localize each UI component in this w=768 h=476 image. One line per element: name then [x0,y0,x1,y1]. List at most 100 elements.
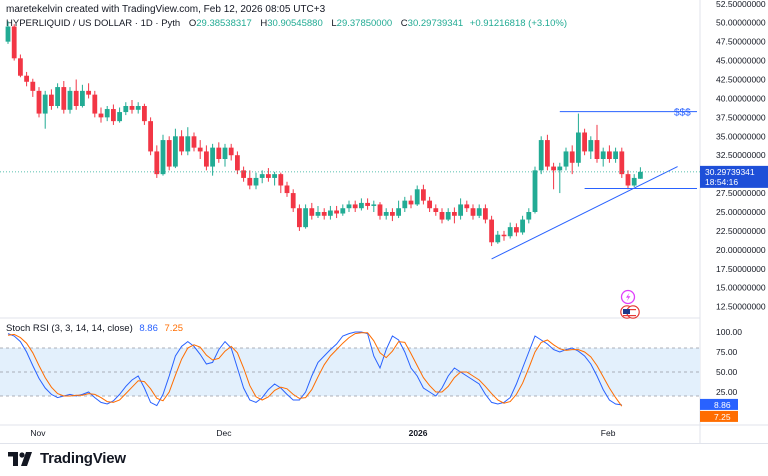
high-label: H [260,18,268,29]
candle-body [154,151,160,175]
tradingview-logo[interactable]: TradingView [8,450,126,467]
candles [5,21,643,247]
time-axis[interactable]: Nov Dec 2026 Feb [30,428,615,438]
candle-body [563,151,569,167]
candle-body [619,151,625,175]
price-tick-label: 52.50000000 [716,0,766,9]
price-tick-label: 32.50000000 [716,150,766,160]
drawings[interactable]: $$$ [491,108,697,260]
rsi-tick-label: 100.00 [716,327,742,337]
candle-body [514,227,519,233]
candle-body [470,208,476,216]
stoch-d-line [7,332,623,407]
low-value: 29.37850000 [336,18,393,29]
event-badges[interactable] [620,289,640,319]
candle-body [545,140,550,167]
close-value: 30.29739341 [407,18,464,29]
candle-body [55,87,60,106]
candle-body [427,200,432,209]
candle-body [160,140,166,175]
high-value: 30.90545880 [267,18,323,29]
price-tick-label: 40.00000000 [716,93,766,103]
candle-body [476,208,482,216]
time-tick-label: Nov [30,428,46,438]
candle-body [36,90,42,114]
candle-body [86,90,91,95]
candle-body [18,58,23,76]
candle-body [80,90,85,106]
last-price-value: 30.29739341 [705,167,755,177]
price-tick-label: 42.50000000 [716,75,766,85]
price-tick-label: 20.00000000 [716,245,766,255]
candle-body [284,185,290,194]
time-tick-label: Feb [601,428,616,438]
open-value: 29.38538317 [196,18,252,29]
candle-body [49,94,54,106]
candle-body [383,212,389,216]
candle-body [129,106,135,110]
candle-body [501,234,507,237]
flag-stripe [630,309,636,311]
candle-body [520,219,525,233]
footer: TradingView [0,443,768,476]
symbol-title[interactable]: HYPERLIQUID / US DOLLAR · 1D · Pyth [6,18,181,29]
rsi-tick-label: 25.00 [716,387,738,397]
candle-body [92,94,98,114]
rsi-axis: 100.00 75.00 50.00 25.00 [716,327,742,397]
candle-body [278,174,284,186]
candle-body [526,212,532,220]
candle-body [328,210,333,216]
rsi-lines [7,331,623,407]
price-tick-label: 25.00000000 [716,207,766,217]
candle-body [532,170,538,212]
countdown-value: 18:54:16 [705,177,738,187]
rsi-band [0,347,700,397]
candle-body [557,166,563,171]
candle-body [315,212,321,216]
candle-body [464,204,470,209]
stoch-rsi-k-value: 8.86 [139,323,158,334]
flag-stripe [623,315,636,317]
candle-body [185,136,191,152]
candle-body [61,87,67,110]
stoch-rsi-title[interactable]: Stoch RSI (3, 3, 14, 14, close) [6,323,133,334]
candle-body [433,208,439,212]
stoch-rsi-legend: Stoch RSI (3, 3, 14, 14, close) 8.86 7.2… [6,323,183,334]
candle-body [98,113,104,118]
candle-body [340,208,346,214]
candle-body [607,151,612,159]
candle-body [458,204,463,216]
price-tick-label: 35.00000000 [716,131,766,141]
candle-body [489,219,494,243]
candle-body [408,200,414,205]
candle-body [551,166,556,171]
price-tick-label: 37.50000000 [716,112,766,122]
candle-body [334,210,339,214]
chart-credit: maretekelvin created with TradingView.co… [6,4,326,15]
candle-body [507,227,513,237]
candle-body [600,151,606,159]
candle-body [365,202,370,206]
candle-body [452,212,457,216]
price-tick-label: 22.50000000 [716,226,766,236]
candle-body [303,208,308,228]
candle-body [576,132,581,163]
candle-body [402,200,408,209]
candle-body [538,140,544,171]
candle-body [359,202,364,209]
price-axis[interactable]: 52.50000000 50.00000000 47.50000000 45.0000… [716,0,766,312]
trendline [491,166,678,260]
lightning-glyph-icon [626,292,631,302]
candle-body [197,147,203,152]
price-tick-label: 15.00000000 [716,283,766,293]
tradingview-wordmark: TradingView [40,450,126,467]
rsi-tick-label: 75.00 [716,347,738,357]
candle-body [625,174,631,186]
candle-body [117,112,122,122]
candle-body [111,109,116,122]
candle-body [352,204,358,209]
time-tick-label: 2026 [409,428,428,438]
candle-body [24,75,29,82]
